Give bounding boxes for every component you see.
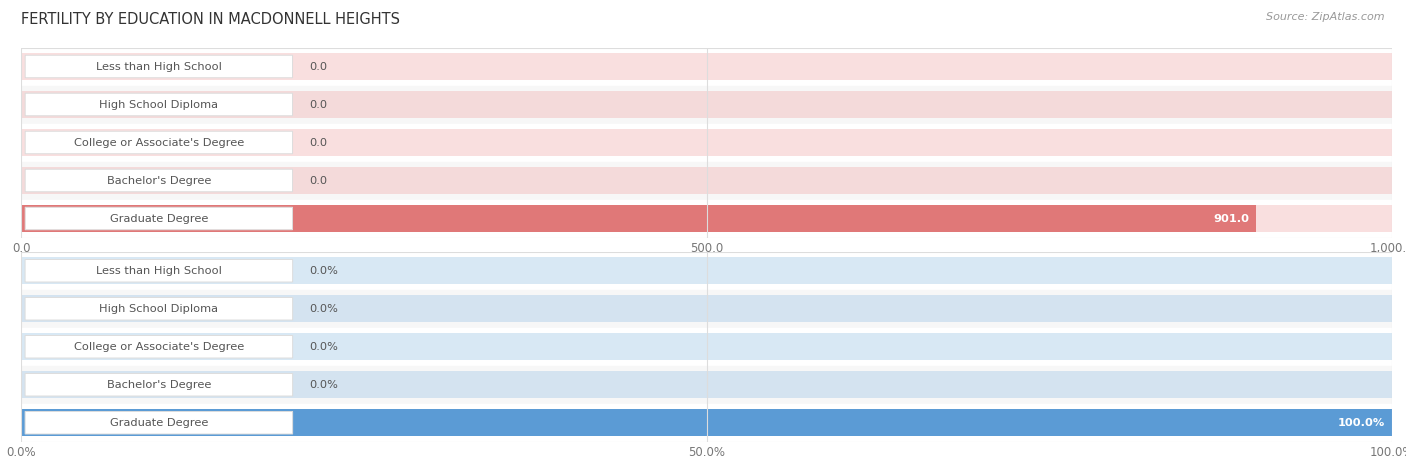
Text: Less than High School: Less than High School xyxy=(96,61,222,72)
FancyBboxPatch shape xyxy=(25,207,292,230)
Bar xyxy=(21,124,1392,162)
Text: FERTILITY BY EDUCATION IN MACDONNELL HEIGHTS: FERTILITY BY EDUCATION IN MACDONNELL HEI… xyxy=(21,12,401,27)
FancyBboxPatch shape xyxy=(25,55,292,78)
Text: Bachelor's Degree: Bachelor's Degree xyxy=(107,175,211,186)
Text: College or Associate's Degree: College or Associate's Degree xyxy=(73,137,245,148)
Bar xyxy=(21,366,1392,404)
Bar xyxy=(21,295,1392,323)
FancyBboxPatch shape xyxy=(25,131,292,154)
Text: 0.0%: 0.0% xyxy=(309,380,337,390)
Text: 0.0: 0.0 xyxy=(309,61,328,72)
Text: High School Diploma: High School Diploma xyxy=(100,304,218,314)
Bar xyxy=(21,162,1392,199)
FancyBboxPatch shape xyxy=(25,335,292,358)
Text: Graduate Degree: Graduate Degree xyxy=(110,213,208,224)
Bar xyxy=(21,257,1392,285)
Text: 0.0: 0.0 xyxy=(309,137,328,148)
Bar xyxy=(21,205,1256,232)
Text: Less than High School: Less than High School xyxy=(96,266,222,276)
Text: College or Associate's Degree: College or Associate's Degree xyxy=(73,342,245,352)
Bar xyxy=(21,205,1392,232)
FancyBboxPatch shape xyxy=(25,373,292,396)
Text: 100.0%: 100.0% xyxy=(1339,418,1385,428)
Text: High School Diploma: High School Diploma xyxy=(100,99,218,110)
Bar xyxy=(21,290,1392,328)
Bar xyxy=(21,333,1392,361)
Text: Bachelor's Degree: Bachelor's Degree xyxy=(107,380,211,390)
FancyBboxPatch shape xyxy=(25,259,292,282)
Text: 0.0%: 0.0% xyxy=(309,342,337,352)
Text: Graduate Degree: Graduate Degree xyxy=(110,418,208,428)
Bar xyxy=(21,167,1392,194)
Text: Source: ZipAtlas.com: Source: ZipAtlas.com xyxy=(1267,12,1385,22)
FancyBboxPatch shape xyxy=(25,93,292,116)
Bar xyxy=(21,205,1256,232)
FancyBboxPatch shape xyxy=(25,169,292,192)
Bar xyxy=(21,129,1392,156)
Bar xyxy=(21,371,1392,399)
Text: 901.0: 901.0 xyxy=(1213,213,1250,224)
Bar xyxy=(21,252,1392,290)
Text: 0.0%: 0.0% xyxy=(309,266,337,276)
Text: 0.0: 0.0 xyxy=(309,99,328,110)
Bar xyxy=(21,86,1392,124)
Bar xyxy=(21,409,1392,437)
Bar xyxy=(21,328,1392,366)
Bar xyxy=(21,409,1392,437)
Bar xyxy=(21,53,1392,80)
FancyBboxPatch shape xyxy=(25,297,292,320)
Text: 0.0: 0.0 xyxy=(309,175,328,186)
Bar xyxy=(21,91,1392,118)
Bar xyxy=(21,200,1392,238)
Text: 0.0%: 0.0% xyxy=(309,304,337,314)
Bar xyxy=(21,409,1392,437)
Bar xyxy=(21,48,1392,86)
Bar xyxy=(21,404,1392,442)
FancyBboxPatch shape xyxy=(25,411,292,434)
